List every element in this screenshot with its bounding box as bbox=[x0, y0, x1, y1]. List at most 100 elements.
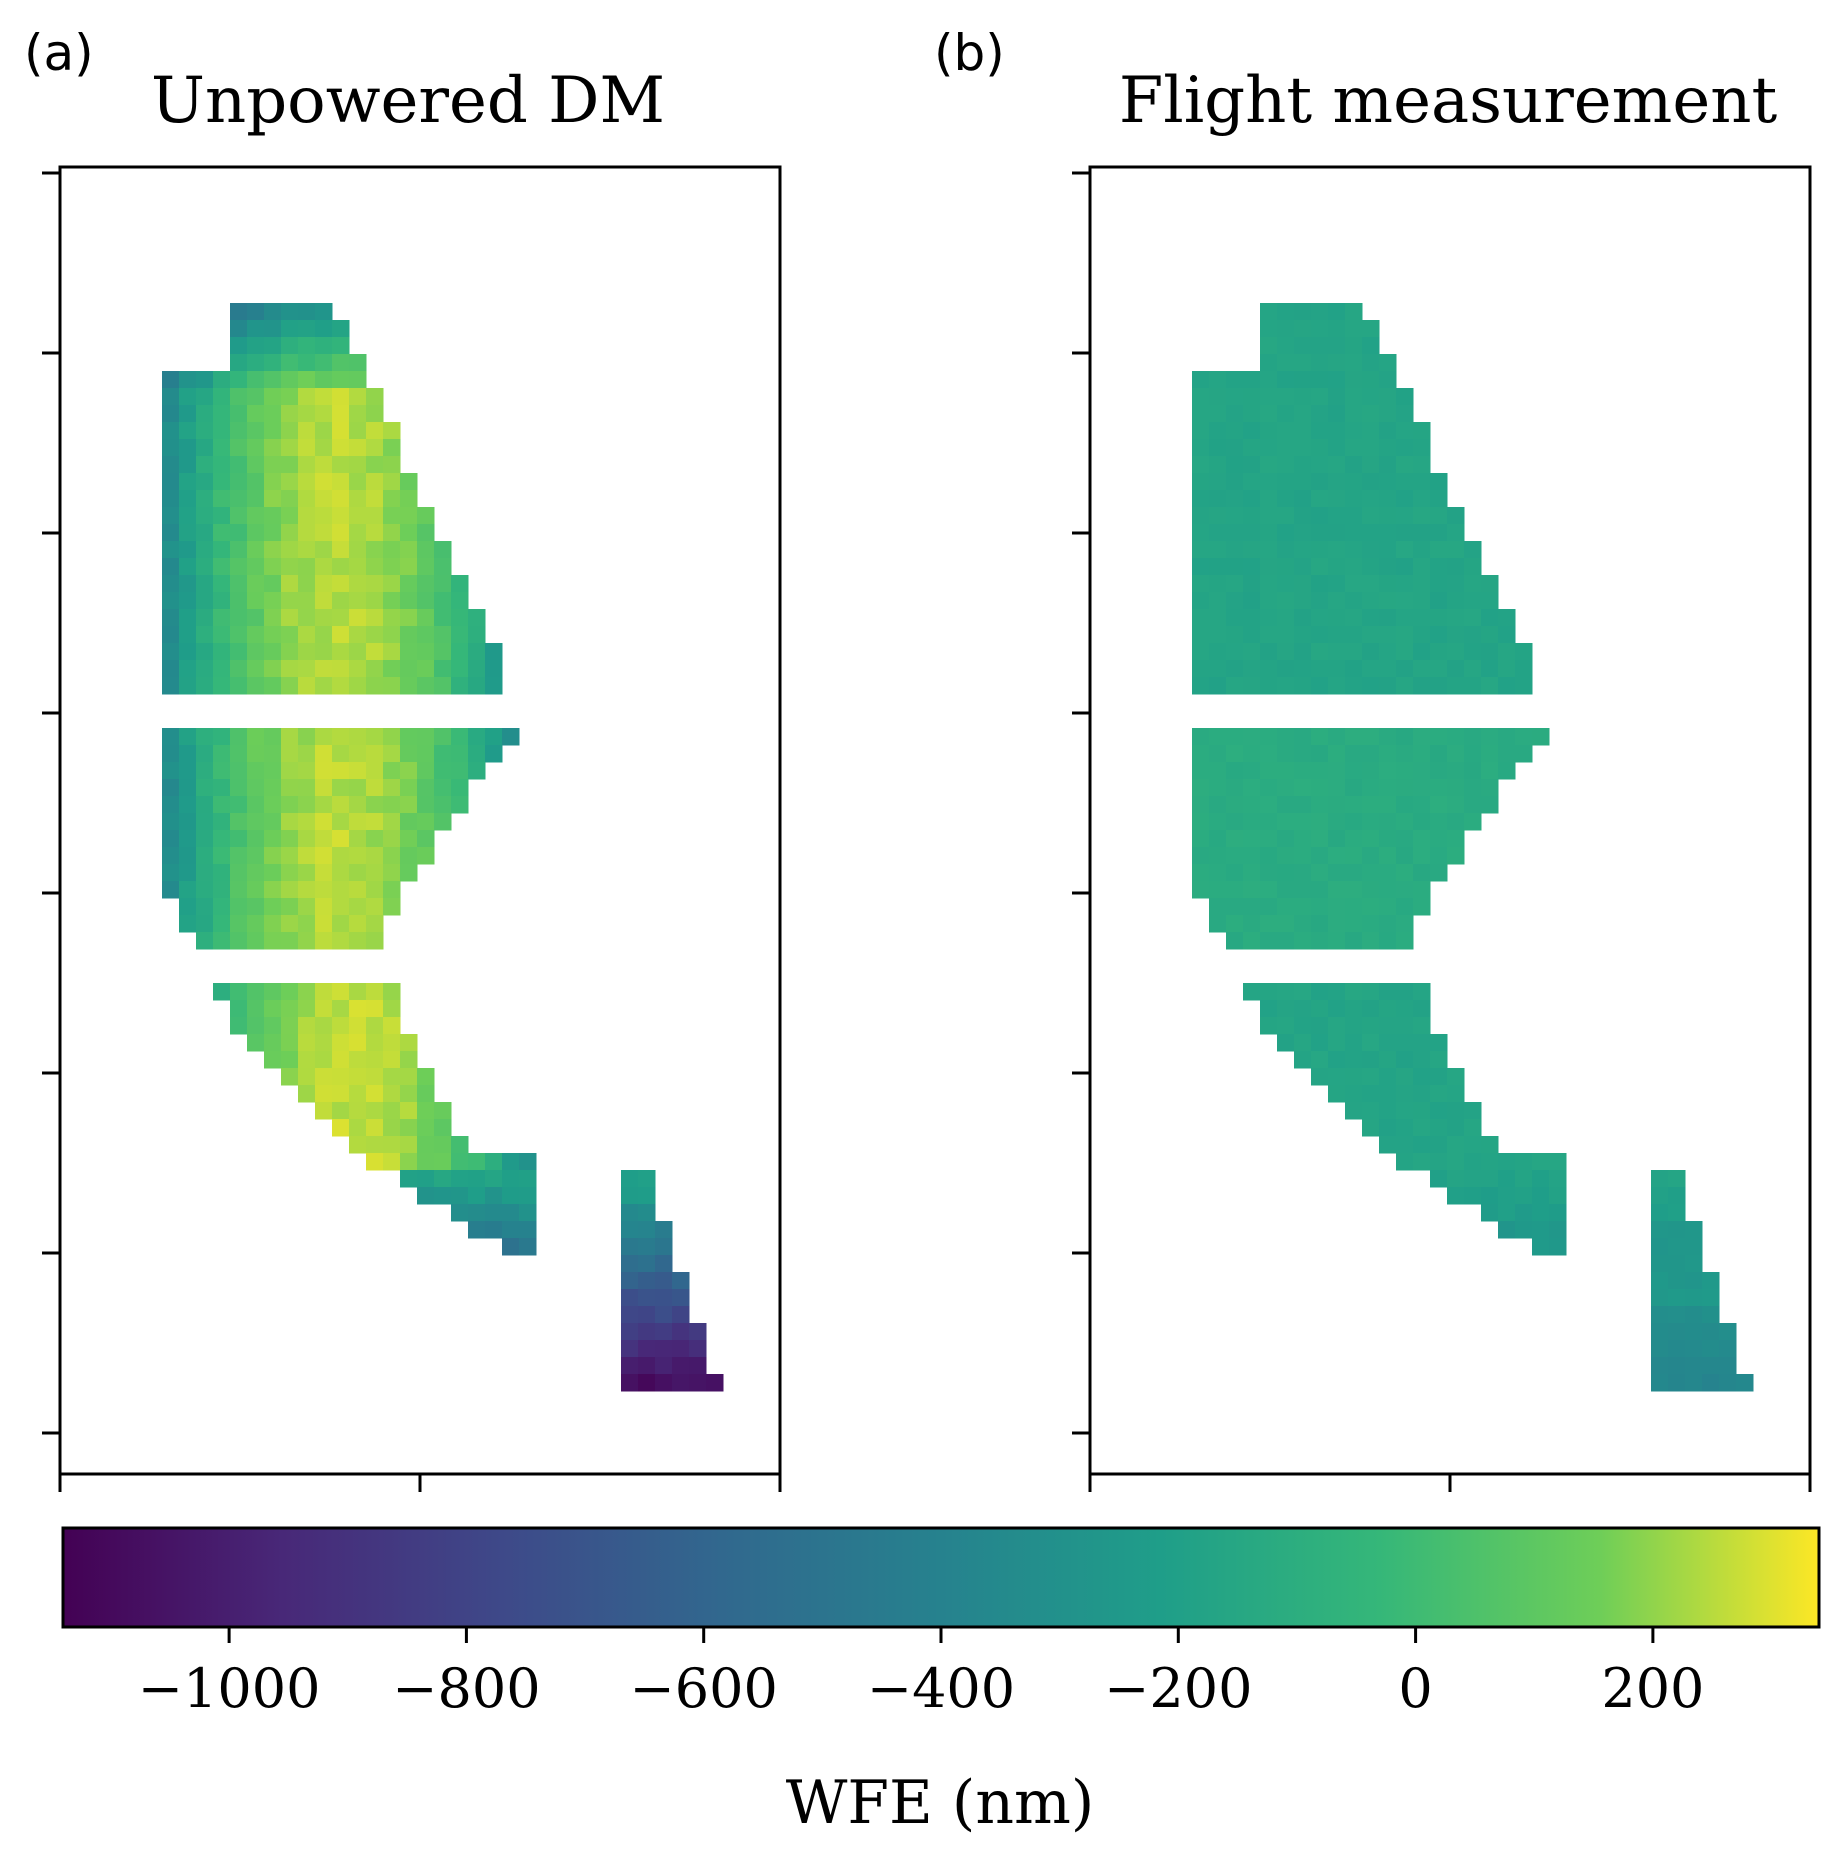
panel-b-cell bbox=[1668, 1306, 1686, 1324]
panel-b-cell bbox=[1328, 558, 1346, 576]
panel-b-cell bbox=[1243, 779, 1261, 797]
panel-a-cell bbox=[349, 1119, 367, 1137]
panel-a-cell bbox=[349, 830, 367, 848]
panel-b-cell bbox=[1277, 609, 1295, 627]
panel-a-cell bbox=[349, 371, 367, 389]
panel-b-cell bbox=[1209, 592, 1227, 610]
panel-b-cell bbox=[1447, 592, 1465, 610]
panel-a-cell bbox=[162, 490, 180, 508]
panel-b-cell bbox=[1345, 932, 1363, 950]
panel-a-cell bbox=[315, 915, 333, 933]
panel-a-cell bbox=[315, 388, 333, 406]
panel-b-cell bbox=[1379, 1017, 1397, 1035]
panel-b-cell bbox=[1447, 1136, 1465, 1154]
panel-b-cell bbox=[1362, 762, 1380, 780]
panel-b-cell bbox=[1379, 388, 1397, 406]
panel-b-cell bbox=[1328, 983, 1346, 1001]
panel-b-cell bbox=[1192, 609, 1210, 627]
panel-a-cell bbox=[213, 813, 231, 831]
panel-b-cell bbox=[1413, 575, 1431, 593]
panel-a-cell bbox=[332, 847, 350, 865]
panel-b-cell bbox=[1379, 898, 1397, 916]
panel-a-cell bbox=[179, 660, 197, 678]
panel-a-cell bbox=[264, 779, 282, 797]
panel-a-cell bbox=[315, 507, 333, 525]
panel-a-cell bbox=[179, 779, 197, 797]
panel-a-cell bbox=[196, 813, 214, 831]
panel-b-cell bbox=[1413, 813, 1431, 831]
panel-a-cell bbox=[298, 439, 316, 457]
panel-a-cell bbox=[162, 660, 180, 678]
panel-a-cell bbox=[264, 677, 282, 695]
panel-b-cell bbox=[1651, 1238, 1669, 1256]
panel-a-cell bbox=[621, 1340, 639, 1358]
panel-b-cell bbox=[1379, 1102, 1397, 1120]
panel-a-cell bbox=[179, 405, 197, 423]
panel-a-cell bbox=[298, 796, 316, 814]
panel-b-cell bbox=[1209, 796, 1227, 814]
panel-a-cell bbox=[213, 983, 231, 1001]
panel-a-cell bbox=[315, 830, 333, 848]
panel-b-cell bbox=[1209, 371, 1227, 389]
panel-a-cell bbox=[247, 541, 265, 559]
panel-b-cell bbox=[1328, 473, 1346, 491]
panel-a-cell bbox=[281, 1017, 299, 1035]
panel-a-cell bbox=[349, 847, 367, 865]
panel-b-cell bbox=[1226, 796, 1244, 814]
panel-a-cell bbox=[349, 779, 367, 797]
panel-a-cell bbox=[162, 847, 180, 865]
panel-a-cell bbox=[417, 1170, 435, 1188]
panel-b-cell bbox=[1294, 405, 1312, 423]
panel-b-cell bbox=[1668, 1357, 1686, 1375]
panel-b-cell bbox=[1294, 303, 1312, 321]
panel-a-cell bbox=[230, 439, 248, 457]
panel-b-cell bbox=[1413, 864, 1431, 882]
panel-a-cell bbox=[638, 1204, 656, 1222]
panel-a-cell bbox=[162, 405, 180, 423]
panel-b-cell bbox=[1481, 660, 1499, 678]
panel-a-cell bbox=[315, 626, 333, 644]
panel-b-cell bbox=[1532, 1187, 1550, 1205]
panel-a-cell bbox=[213, 898, 231, 916]
panel-a-cell bbox=[332, 422, 350, 440]
panel-b-cell bbox=[1260, 456, 1278, 474]
panel-a-cell bbox=[468, 626, 486, 644]
panel-a-cell bbox=[281, 337, 299, 355]
panel-a-cell bbox=[281, 847, 299, 865]
panel-b-cell bbox=[1345, 830, 1363, 848]
panel-b-cell bbox=[1209, 643, 1227, 661]
panel-a-cell bbox=[264, 915, 282, 933]
panel-a-cell bbox=[366, 609, 384, 627]
panel-b-cell bbox=[1515, 1170, 1533, 1188]
panel-b-cell bbox=[1243, 541, 1261, 559]
panel-b-cell bbox=[1685, 1323, 1703, 1341]
panel-a-cell bbox=[468, 745, 486, 763]
panel-b-cell bbox=[1192, 405, 1210, 423]
panel-a-cell bbox=[349, 864, 367, 882]
panel-a-cell bbox=[264, 1051, 282, 1069]
panel-b-cell bbox=[1464, 728, 1482, 746]
panel-b-cell bbox=[1260, 830, 1278, 848]
panel-b-cell bbox=[1328, 1068, 1346, 1086]
panel-a-cell bbox=[230, 303, 248, 321]
panel-a-cell bbox=[281, 1051, 299, 1069]
panel-b-cell bbox=[1447, 558, 1465, 576]
panel-b-cell bbox=[1260, 473, 1278, 491]
panel-b-cell bbox=[1192, 881, 1210, 899]
panel-b-cell bbox=[1260, 1000, 1278, 1018]
panel-a-cell bbox=[485, 677, 503, 695]
panel-a-cell bbox=[383, 643, 401, 661]
panel-b-cell bbox=[1226, 762, 1244, 780]
panel-a-cell bbox=[315, 796, 333, 814]
panel-b-cell bbox=[1311, 762, 1329, 780]
panel-a-cell bbox=[213, 575, 231, 593]
panel-a-cell bbox=[179, 728, 197, 746]
panel-b-cell bbox=[1277, 303, 1295, 321]
panel-a-cell bbox=[315, 320, 333, 338]
panel-a-cell bbox=[162, 864, 180, 882]
panel-a-cell bbox=[383, 609, 401, 627]
panel-a-cell bbox=[332, 1085, 350, 1103]
panel-a-cell bbox=[332, 881, 350, 899]
panel-b-cell bbox=[1362, 864, 1380, 882]
